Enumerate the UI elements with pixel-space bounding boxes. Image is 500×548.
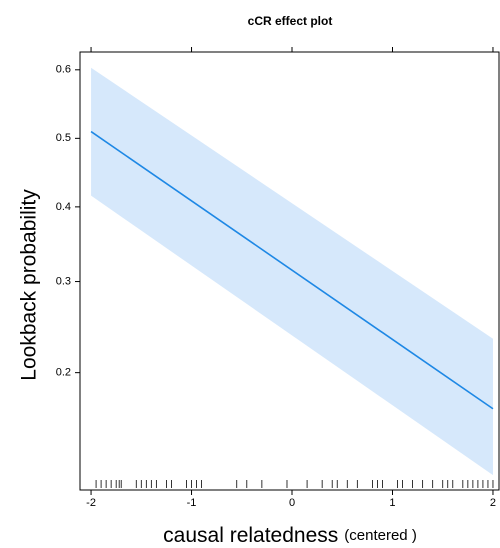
confidence-band (91, 67, 493, 476)
x-tick-label: 1 (389, 497, 395, 509)
y-tick-label: 0.4 (56, 201, 71, 213)
x-tick-label: 0 (289, 497, 295, 509)
x-tick-label: 2 (490, 497, 496, 509)
x-axis-label-note: (centered ) (344, 527, 417, 544)
plot-frame (79, 51, 500, 491)
y-tick-label: 0.5 (56, 132, 71, 144)
x-axis-label: causal relatedness (centered ) (163, 524, 417, 547)
chart-title: cCR effect plot (248, 14, 333, 28)
y-tick-label: 0.2 (56, 367, 71, 379)
y-tick-label: 0.6 (56, 64, 71, 76)
fit-line (90, 130, 494, 410)
y-tick-label: 0.3 (56, 275, 71, 287)
x-axis-label-main: causal relatedness (163, 524, 338, 547)
x-tick-label: -2 (86, 497, 96, 509)
x-tick-label: -1 (187, 497, 197, 509)
y-axis-label: Lookback probability (18, 189, 41, 381)
